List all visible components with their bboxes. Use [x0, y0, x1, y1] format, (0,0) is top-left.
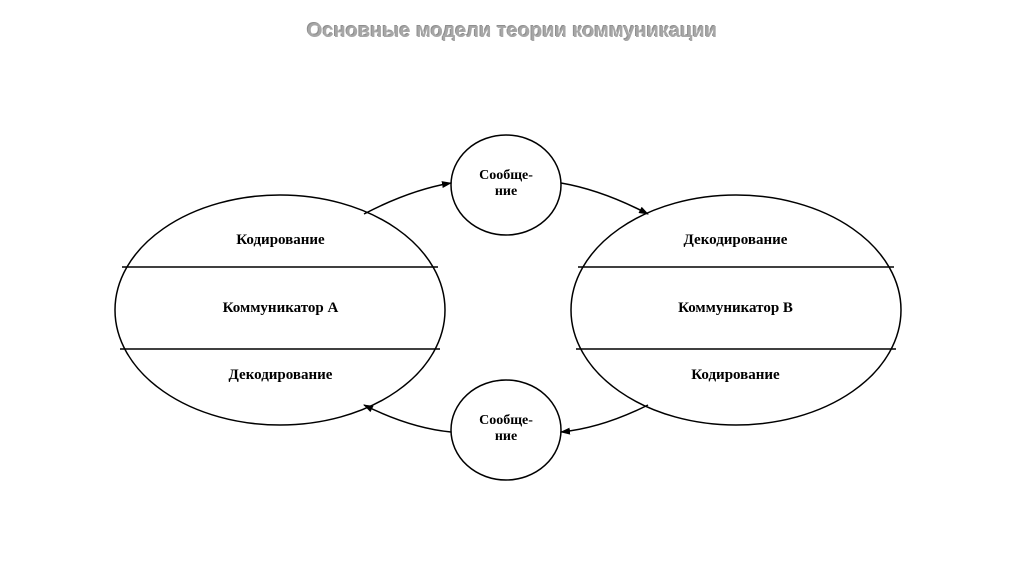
- diagram-canvas: Основные модели теории коммуникации Коди…: [0, 0, 1024, 576]
- edge-3: [364, 405, 451, 432]
- node-bot_mid-label-0: Сообще- ние: [460, 413, 552, 445]
- edge-2: [561, 405, 648, 432]
- node-left-label-0: Кодирование: [173, 232, 388, 249]
- edge-1: [561, 183, 648, 214]
- node-right-label-0: Декодирование: [628, 232, 843, 249]
- diagram-svg: [0, 0, 1024, 576]
- node-right-label-2: Кодирование: [628, 367, 843, 384]
- node-top_mid-label-0: Сообще- ние: [460, 168, 552, 200]
- node-left-label-1: Коммуникатор А: [173, 300, 388, 317]
- node-right-label-1: Коммуникатор В: [628, 300, 843, 317]
- edge-0: [364, 183, 451, 214]
- node-left-label-2: Декодирование: [173, 367, 388, 384]
